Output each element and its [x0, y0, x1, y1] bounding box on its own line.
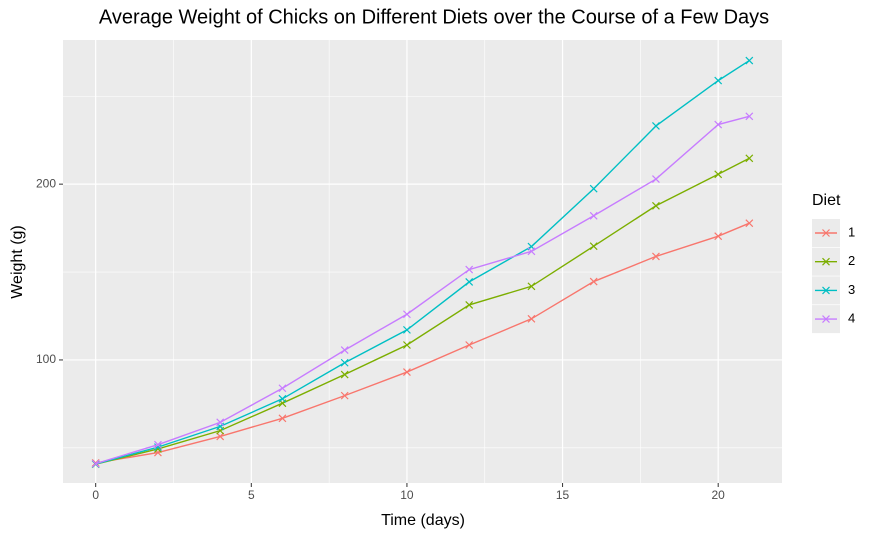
point-marker [714, 76, 723, 85]
legend-label: 4 [848, 311, 855, 326]
point-marker [91, 459, 100, 468]
series-line [95, 59, 750, 465]
legend-marker [822, 257, 830, 266]
point-marker [527, 314, 536, 323]
point-marker [527, 247, 536, 256]
point-marker [465, 300, 474, 309]
series-line [95, 157, 750, 465]
point-marker [216, 418, 225, 427]
point-marker [340, 370, 349, 379]
point-marker [278, 414, 287, 423]
point-marker [403, 325, 411, 334]
point-marker [589, 277, 598, 286]
point-marker [745, 112, 754, 121]
y-tick-label: 100 [36, 352, 56, 366]
point-marker [340, 391, 349, 400]
x-tick-label: 15 [556, 488, 570, 502]
point-marker [465, 277, 474, 286]
plot-panel [63, 40, 782, 483]
legend-title: Diet [812, 192, 841, 209]
series-line [95, 222, 750, 464]
point-marker [652, 122, 660, 130]
x-tick-label: 20 [712, 488, 726, 502]
y-axis-label: Weight (g) [9, 225, 26, 299]
point-marker [714, 170, 723, 179]
point-marker [714, 120, 723, 129]
point-marker [745, 56, 754, 65]
point-marker [216, 432, 225, 441]
point-marker [465, 341, 474, 349]
point-marker [154, 440, 162, 449]
point-marker [465, 265, 474, 274]
point-marker [589, 211, 598, 220]
x-tick-label: 5 [248, 488, 255, 502]
legend-label: 1 [848, 224, 855, 239]
legend-label: 2 [848, 253, 855, 268]
point-marker [340, 346, 349, 355]
point-marker [340, 358, 349, 367]
series-line [95, 115, 750, 465]
point-marker [403, 368, 411, 376]
legend-marker [822, 315, 830, 324]
x-tick-label: 0 [92, 488, 99, 502]
legend-marker [822, 286, 830, 295]
legend-marker [822, 229, 830, 237]
point-marker [745, 219, 754, 228]
point-marker [403, 310, 411, 319]
point-marker [714, 232, 723, 241]
y-tick-label: 200 [36, 176, 56, 190]
point-marker [278, 384, 287, 393]
point-marker [527, 282, 536, 291]
point-marker [652, 175, 660, 183]
chart-title: Average Weight of Chicks on Different Di… [99, 6, 769, 28]
point-marker [652, 252, 660, 261]
point-marker [589, 242, 598, 251]
x-axis-label: Time (days) [381, 512, 465, 529]
point-marker [589, 184, 598, 193]
point-marker [403, 341, 411, 349]
legend-label: 3 [848, 282, 855, 297]
point-marker [652, 201, 660, 210]
point-marker [745, 154, 754, 163]
x-tick-label: 10 [400, 488, 414, 502]
point-marker [278, 394, 287, 403]
